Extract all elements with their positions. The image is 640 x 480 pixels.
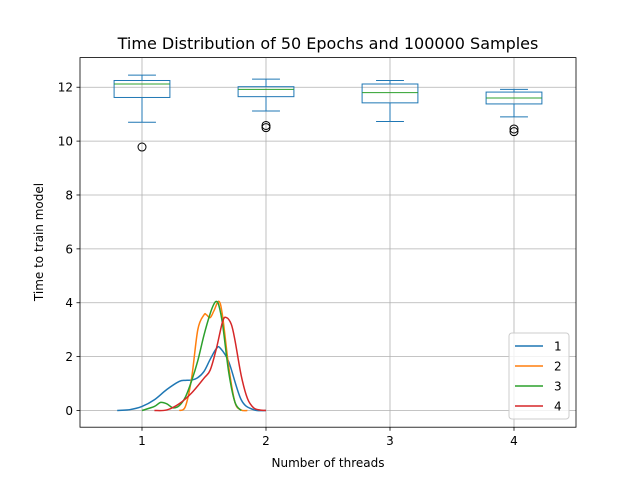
box-group-3 [361,79,419,122]
x-tick-label: 1 [138,434,146,448]
y-tick-label: 0 [65,404,73,418]
kde-line-3 [141,300,242,412]
box-iqr [113,79,171,98]
x-tick-label: 3 [386,434,394,448]
x-axis-label: Number of threads [272,456,385,470]
box-group-1 [113,74,171,152]
legend-label-2: 2 [554,360,562,374]
kde-line-4 [154,316,267,412]
legend: 1 2 3 4 [508,332,570,420]
y-tick-label: 10 [58,135,73,149]
box-group-4 [485,88,543,137]
outlier-point [261,120,271,130]
outlier-point [509,127,519,137]
y-tick-label: 12 [58,81,73,95]
legend-label-4: 4 [554,400,562,414]
x-tick-label: 2 [262,434,270,448]
kde-line-1 [117,345,267,412]
outlier-point [261,123,271,133]
box-iqr [361,83,419,104]
y-axis-label: Time to train model [32,183,46,302]
box-layer [113,74,543,152]
kde-layer [117,300,267,412]
y-tick-label: 8 [65,188,73,202]
legend-label-3: 3 [554,380,562,394]
box-group-2 [237,78,295,133]
legend-label-1: 1 [554,340,562,354]
outlier-point [509,124,519,134]
box-iqr [237,86,295,98]
legend-frame [508,332,570,420]
x-tick-label: 4 [510,434,518,448]
x-tick-layer: 1 2 3 4 [138,427,518,448]
y-tick-label: 4 [65,296,73,310]
y-tick-layer: 0 2 4 6 8 10 12 [58,81,80,418]
chart-title: Time Distribution of 50 Epochs and 10000… [117,34,539,53]
outlier-point [137,142,147,152]
y-tick-label: 2 [65,350,73,364]
plot-frame [79,57,577,428]
y-tick-label: 6 [65,242,73,256]
